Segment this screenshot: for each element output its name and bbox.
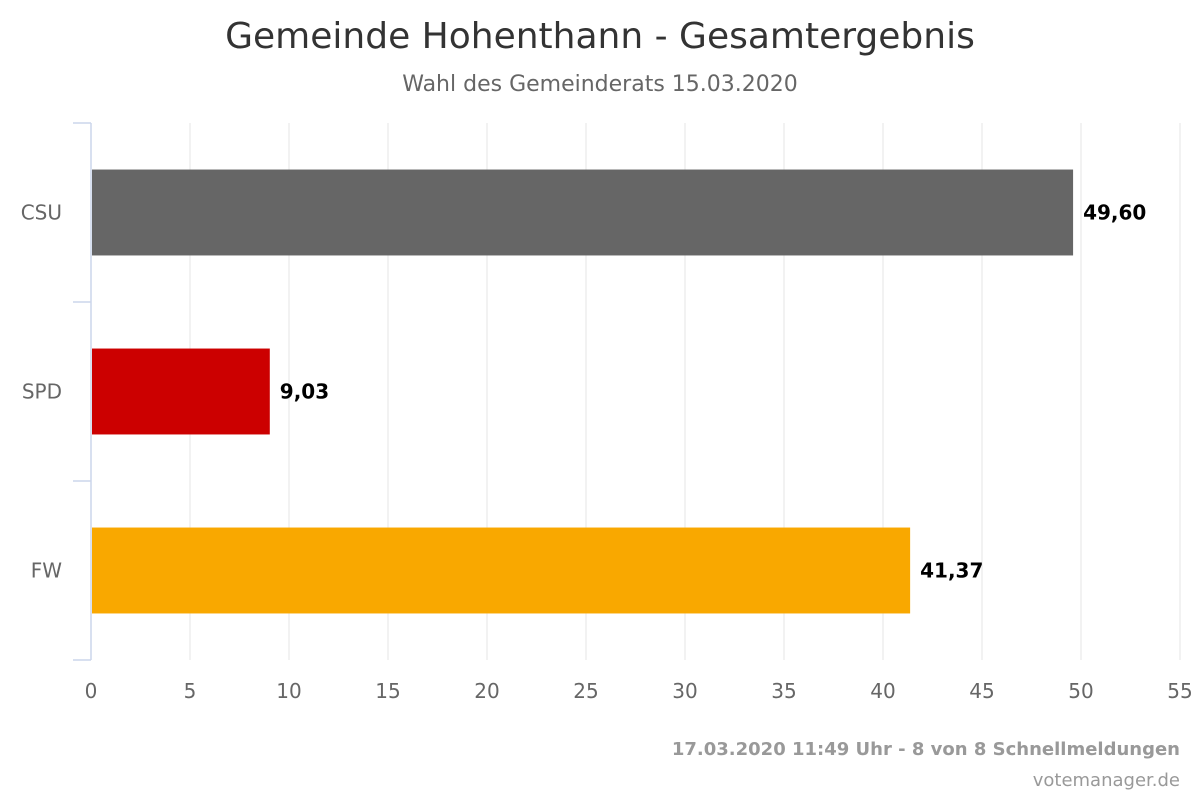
- data-label-fw: 41,37: [920, 559, 983, 583]
- x-tick-label: 30: [672, 679, 697, 703]
- credit-link[interactable]: votemanager.de: [1033, 770, 1180, 791]
- chart-subtitle: Wahl des Gemeinderats 15.03.2020: [402, 72, 798, 97]
- x-tick-label: 25: [573, 679, 598, 703]
- x-tick-label: 15: [375, 679, 400, 703]
- bar-spd[interactable]: [92, 348, 270, 435]
- x-tick-label: 45: [969, 679, 994, 703]
- y-tick-label: CSU: [21, 201, 62, 225]
- y-tick-label: FW: [31, 559, 63, 583]
- y-axis: [73, 122, 92, 661]
- bars: [92, 169, 1074, 614]
- credit-text[interactable]: votemanager.de: [1033, 770, 1180, 791]
- data-labels: 49,60 9,03 41,37: [280, 201, 1147, 583]
- x-tick-label: 5: [184, 679, 197, 703]
- x-tick-label: 10: [276, 679, 301, 703]
- x-tick-label: 20: [474, 679, 499, 703]
- bar-csu[interactable]: [92, 169, 1074, 256]
- bar-fw[interactable]: [92, 527, 911, 614]
- chart-title: Gemeinde Hohenthann - Gesamtergebnis: [225, 16, 975, 57]
- x-tick-label: 55: [1167, 679, 1192, 703]
- data-label-spd: 9,03: [280, 380, 329, 404]
- x-tick-label: 0: [85, 679, 98, 703]
- x-tick-label: 35: [771, 679, 796, 703]
- status-text: 17.03.2020 11:49 Uhr - 8 von 8 Schnellme…: [672, 739, 1180, 760]
- y-tick-label: SPD: [22, 380, 62, 404]
- x-tick-label: 40: [870, 679, 895, 703]
- y-axis-ticks: CSU SPD FW: [21, 201, 63, 583]
- x-axis-ticks: 0 5 10 15 20 25 30 35 40 45 50 55: [85, 679, 1193, 703]
- x-tick-label: 50: [1068, 679, 1093, 703]
- data-label-csu: 49,60: [1083, 201, 1146, 225]
